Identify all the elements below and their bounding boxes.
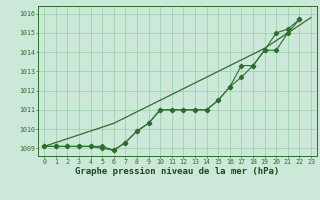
X-axis label: Graphe pression niveau de la mer (hPa): Graphe pression niveau de la mer (hPa) <box>76 167 280 176</box>
